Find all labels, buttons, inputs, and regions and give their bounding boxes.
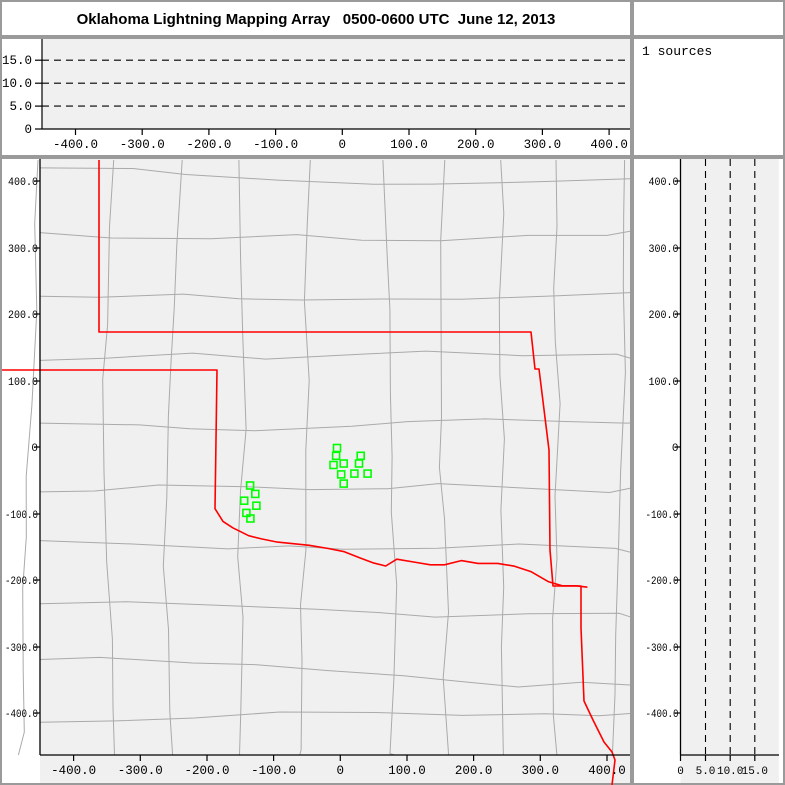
- svg-text:0: 0: [677, 766, 684, 778]
- svg-text:0: 0: [672, 443, 679, 455]
- svg-text:0: 0: [24, 123, 32, 137]
- svg-text:-100.0: -100.0: [5, 510, 38, 522]
- svg-text:0: 0: [31, 443, 38, 455]
- svg-text:200.0: 200.0: [8, 310, 38, 322]
- svg-text:400.0: 400.0: [649, 177, 679, 189]
- svg-text:10.0: 10.0: [2, 77, 32, 91]
- svg-text:0: 0: [339, 138, 347, 152]
- svg-text:-100.0: -100.0: [646, 510, 679, 522]
- svg-text:200.0: 200.0: [455, 764, 493, 778]
- svg-text:5.0: 5.0: [9, 100, 32, 114]
- svg-text:15.0: 15.0: [2, 54, 32, 68]
- svg-text:-200.0: -200.0: [5, 576, 38, 588]
- svg-text:300.0: 300.0: [649, 244, 679, 256]
- svg-text:-100.0: -100.0: [251, 764, 296, 778]
- svg-text:5.0: 5.0: [696, 766, 716, 778]
- svg-text:-200.0: -200.0: [184, 764, 229, 778]
- svg-text:300.0: 300.0: [524, 138, 562, 152]
- svg-text:-300.0: -300.0: [5, 643, 38, 655]
- svg-text:100.0: 100.0: [390, 138, 428, 152]
- svg-text:Oklahoma Lightning Mapping Arr: Oklahoma Lightning Mapping Array 0500-06…: [77, 11, 556, 28]
- svg-text:100.0: 100.0: [8, 377, 38, 389]
- svg-text:-400.0: -400.0: [5, 709, 38, 721]
- svg-text:400.0: 400.0: [588, 764, 626, 778]
- svg-text:200.0: 200.0: [457, 138, 495, 152]
- svg-text:400.0: 400.0: [590, 138, 628, 152]
- svg-text:10.0: 10.0: [717, 766, 743, 778]
- svg-text:-200.0: -200.0: [646, 576, 679, 588]
- svg-text:1 sources: 1 sources: [642, 44, 712, 59]
- svg-text:15.0: 15.0: [742, 766, 768, 778]
- svg-text:-300.0: -300.0: [118, 764, 163, 778]
- svg-text:100.0: 100.0: [388, 764, 426, 778]
- svg-text:100.0: 100.0: [649, 377, 679, 389]
- svg-text:400.0: 400.0: [8, 177, 38, 189]
- svg-text:300.0: 300.0: [8, 244, 38, 256]
- svg-text:0: 0: [337, 764, 345, 778]
- svg-text:-200.0: -200.0: [186, 138, 231, 152]
- svg-text:-300.0: -300.0: [646, 643, 679, 655]
- svg-text:300.0: 300.0: [522, 764, 560, 778]
- svg-text:-400.0: -400.0: [51, 764, 96, 778]
- svg-text:-300.0: -300.0: [120, 138, 165, 152]
- svg-text:-400.0: -400.0: [53, 138, 98, 152]
- svg-text:200.0: 200.0: [649, 310, 679, 322]
- svg-text:-100.0: -100.0: [253, 138, 298, 152]
- svg-text:-400.0: -400.0: [646, 709, 679, 721]
